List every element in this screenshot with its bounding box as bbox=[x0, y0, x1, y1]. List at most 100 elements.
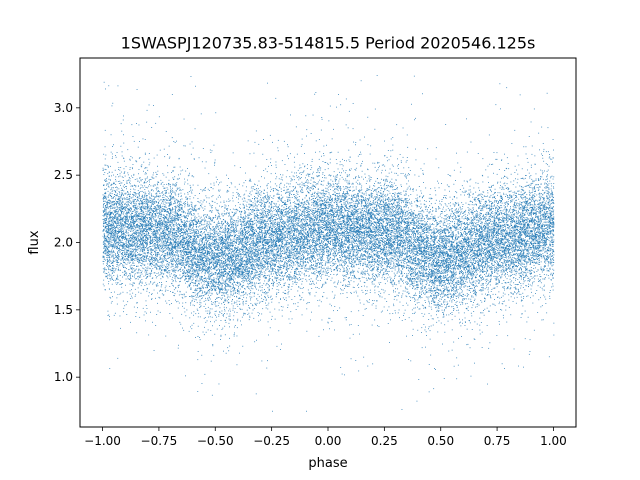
data-point bbox=[407, 240, 409, 241]
data-point bbox=[117, 161, 119, 163]
data-point bbox=[195, 313, 197, 315]
data-point bbox=[174, 219, 176, 221]
data-point bbox=[527, 212, 529, 214]
data-point bbox=[417, 197, 419, 199]
data-point bbox=[537, 229, 539, 231]
data-point bbox=[430, 265, 432, 267]
data-point bbox=[330, 252, 331, 254]
data-point bbox=[326, 272, 328, 274]
data-point bbox=[151, 240, 152, 242]
data-point bbox=[361, 239, 362, 241]
data-point bbox=[301, 223, 303, 224]
data-point bbox=[312, 192, 314, 194]
data-point bbox=[467, 286, 469, 288]
data-point bbox=[358, 196, 360, 198]
data-point bbox=[443, 302, 445, 304]
data-point bbox=[222, 297, 223, 299]
data-point bbox=[547, 226, 548, 228]
data-point bbox=[386, 186, 388, 188]
data-point bbox=[152, 199, 154, 200]
data-point bbox=[175, 185, 177, 187]
data-point bbox=[352, 333, 354, 335]
data-point bbox=[232, 241, 234, 242]
data-point bbox=[425, 270, 427, 272]
data-point bbox=[432, 318, 434, 320]
data-point bbox=[433, 227, 435, 229]
data-point bbox=[394, 269, 396, 271]
data-point bbox=[525, 266, 526, 268]
data-point bbox=[270, 215, 272, 217]
data-point bbox=[351, 201, 353, 203]
data-point bbox=[225, 281, 227, 282]
data-point bbox=[361, 270, 363, 272]
data-point bbox=[211, 235, 213, 237]
data-point bbox=[386, 301, 388, 302]
data-point bbox=[497, 296, 499, 298]
data-point bbox=[179, 200, 181, 202]
data-point bbox=[488, 196, 490, 198]
data-point bbox=[158, 203, 160, 204]
data-point bbox=[126, 254, 127, 256]
data-point bbox=[221, 279, 223, 281]
data-point bbox=[426, 248, 427, 249]
data-point bbox=[451, 247, 453, 249]
data-point bbox=[498, 223, 500, 225]
data-point bbox=[301, 314, 303, 316]
data-point bbox=[197, 221, 199, 223]
data-point bbox=[330, 265, 331, 266]
data-point bbox=[171, 238, 173, 240]
data-point bbox=[341, 168, 343, 170]
data-point bbox=[408, 239, 410, 241]
data-point bbox=[133, 221, 135, 223]
data-point bbox=[387, 160, 388, 162]
data-point bbox=[338, 245, 340, 247]
data-point bbox=[109, 215, 111, 217]
data-point bbox=[147, 210, 149, 212]
data-point bbox=[501, 187, 503, 189]
data-point bbox=[529, 248, 531, 250]
data-point bbox=[320, 254, 322, 255]
data-point bbox=[191, 270, 193, 272]
data-point bbox=[365, 236, 367, 238]
data-point bbox=[311, 267, 313, 269]
data-point bbox=[311, 267, 313, 268]
data-point bbox=[368, 213, 370, 215]
data-point bbox=[457, 256, 459, 258]
data-point bbox=[204, 223, 206, 225]
data-point bbox=[510, 219, 512, 221]
data-point bbox=[274, 253, 276, 255]
data-point bbox=[265, 252, 267, 254]
data-point bbox=[270, 186, 272, 188]
data-point bbox=[280, 222, 282, 224]
data-point bbox=[358, 310, 360, 312]
data-point bbox=[165, 205, 167, 207]
data-point bbox=[476, 255, 478, 257]
data-point bbox=[310, 194, 312, 196]
data-point bbox=[103, 240, 105, 242]
data-point bbox=[441, 236, 443, 238]
data-point bbox=[257, 209, 259, 211]
data-point bbox=[332, 260, 333, 262]
data-point bbox=[325, 215, 326, 216]
data-point bbox=[119, 293, 121, 295]
data-point bbox=[172, 268, 174, 270]
data-point bbox=[132, 282, 134, 284]
data-point bbox=[235, 224, 237, 226]
data-point bbox=[283, 190, 285, 191]
data-point bbox=[258, 250, 260, 251]
data-point bbox=[453, 204, 455, 206]
data-point bbox=[336, 196, 338, 197]
data-point bbox=[317, 300, 319, 301]
data-point bbox=[376, 227, 378, 229]
data-point bbox=[330, 204, 332, 206]
data-point bbox=[304, 206, 305, 208]
data-point bbox=[142, 187, 144, 189]
data-point bbox=[172, 254, 174, 256]
data-point bbox=[210, 281, 211, 282]
data-point bbox=[400, 250, 402, 252]
data-point bbox=[481, 251, 482, 253]
data-point bbox=[246, 223, 247, 225]
data-point bbox=[155, 325, 157, 326]
data-point bbox=[443, 238, 444, 239]
data-point bbox=[341, 236, 343, 238]
